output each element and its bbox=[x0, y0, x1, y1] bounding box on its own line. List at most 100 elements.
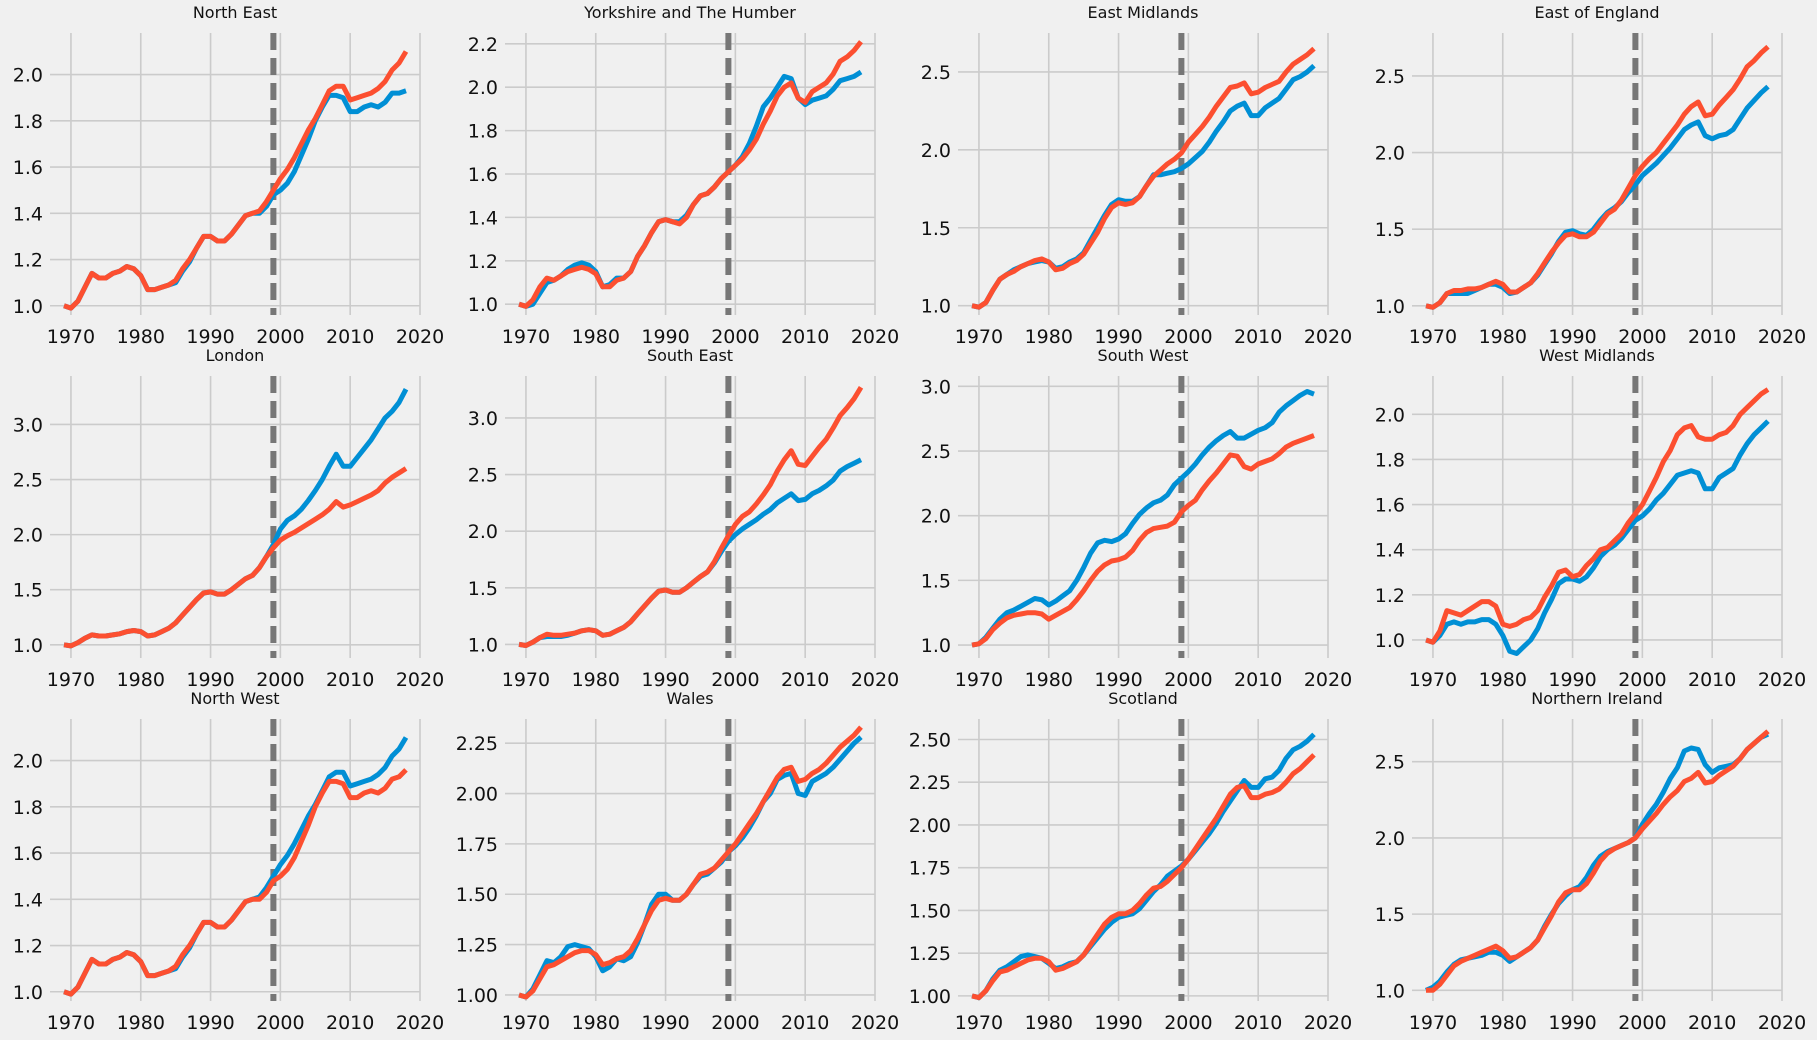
x-tick-label: 2010 bbox=[1234, 326, 1282, 348]
y-tick-label: 1.8 bbox=[13, 111, 43, 133]
x-tick-label: 1980 bbox=[1479, 326, 1527, 348]
y-tick-label: 1.25 bbox=[456, 935, 498, 957]
y-tick-label: 1.8 bbox=[1375, 449, 1405, 471]
x-tick-label: 1980 bbox=[1479, 669, 1527, 691]
x-tick-label: 2020 bbox=[851, 1012, 899, 1034]
y-tick-label: 2.0 bbox=[1375, 404, 1405, 426]
x-tick-label: 1980 bbox=[1025, 669, 1073, 691]
subplot-title: Wales bbox=[666, 689, 713, 708]
x-tick-label: 2020 bbox=[851, 326, 899, 348]
y-tick-label: 2.50 bbox=[909, 730, 951, 752]
y-tick-label: 1.4 bbox=[13, 203, 43, 225]
x-tick-label: 2000 bbox=[1164, 326, 1212, 348]
x-tick-label: 2000 bbox=[1618, 1012, 1666, 1034]
x-tick-label: 2020 bbox=[851, 669, 899, 691]
subplot-title: South East bbox=[647, 346, 733, 365]
series-line-blue bbox=[971, 389, 1315, 648]
y-tick-label: 1.2 bbox=[468, 251, 498, 273]
subplot-title: East of England bbox=[1534, 3, 1659, 22]
y-tick-label: 1.0 bbox=[13, 296, 43, 318]
y-tick-label: 2.0 bbox=[921, 140, 951, 162]
x-tick-label: 2020 bbox=[1304, 1012, 1352, 1034]
subplot-title: West Midlands bbox=[1539, 346, 1655, 365]
y-tick-label: 1.4 bbox=[468, 207, 498, 229]
subplot-12: Northern Ireland 1.0 1.5 2.0 2.5 1970 1980 1990… bbox=[1375, 689, 1806, 1034]
x-tick-label: 2010 bbox=[781, 669, 829, 691]
x-tick-label: 1990 bbox=[1094, 669, 1142, 691]
y-tick-label: 2.5 bbox=[921, 62, 951, 84]
x-tick-label: 1970 bbox=[502, 326, 550, 348]
x-tick-label: 2000 bbox=[1618, 669, 1666, 691]
series-line-blue bbox=[63, 388, 409, 649]
x-tick-label: 1980 bbox=[117, 1012, 165, 1034]
y-tick-label: 1.0 bbox=[468, 634, 498, 656]
x-tick-label: 1980 bbox=[1025, 1012, 1073, 1034]
y-tick-label: 2.5 bbox=[13, 470, 43, 492]
x-tick-label: 1990 bbox=[1094, 326, 1142, 348]
x-tick-label: 2010 bbox=[1234, 669, 1282, 691]
x-tick-label: 2000 bbox=[256, 326, 304, 348]
y-tick-label: 1.0 bbox=[1375, 630, 1405, 652]
x-tick-label: 2010 bbox=[326, 326, 374, 348]
y-tick-label: 2.25 bbox=[909, 772, 951, 794]
x-tick-label: 2000 bbox=[711, 1012, 759, 1034]
y-tick-label: 1.5 bbox=[921, 570, 951, 592]
y-tick-label: 1.00 bbox=[909, 986, 951, 1008]
y-tick-label: 2.25 bbox=[456, 733, 498, 755]
y-tick-label: 1.0 bbox=[1375, 980, 1405, 1002]
y-tick-label: 2.00 bbox=[909, 815, 951, 837]
series-line-blue bbox=[63, 88, 407, 311]
subplot-title: Northern Ireland bbox=[1531, 689, 1662, 708]
x-tick-label: 1970 bbox=[47, 326, 95, 348]
y-tick-label: 1.0 bbox=[13, 982, 43, 1004]
y-tick-label: 1.5 bbox=[468, 578, 498, 600]
series-line-blue bbox=[1425, 419, 1770, 656]
x-tick-label: 1980 bbox=[117, 326, 165, 348]
y-tick-label: 1.75 bbox=[456, 834, 498, 856]
y-tick-label: 2.5 bbox=[468, 465, 498, 487]
subplot-5: London 1.0 1.5 2.0 2.5 3.0 1970 1980 1990 2000 201… bbox=[13, 346, 444, 691]
y-tick-label: 2.5 bbox=[921, 441, 951, 463]
x-tick-label: 1990 bbox=[1094, 1012, 1142, 1034]
y-tick-label: 1.4 bbox=[13, 889, 43, 911]
x-tick-label: 2010 bbox=[781, 326, 829, 348]
x-tick-label: 2020 bbox=[396, 669, 444, 691]
x-tick-label: 1990 bbox=[641, 1012, 689, 1034]
series-line-red bbox=[971, 46, 1316, 310]
y-tick-label: 2.0 bbox=[1375, 143, 1405, 165]
subplot-title: Scotland bbox=[1108, 689, 1178, 708]
x-tick-label: 1990 bbox=[1548, 1012, 1596, 1034]
y-tick-label: 1.0 bbox=[921, 296, 951, 318]
y-tick-label: 1.8 bbox=[13, 797, 43, 819]
y-tick-label: 1.5 bbox=[1375, 219, 1405, 241]
x-tick-label: 1980 bbox=[572, 326, 620, 348]
x-tick-label: 2020 bbox=[1304, 326, 1352, 348]
x-tick-label: 2010 bbox=[1688, 669, 1736, 691]
y-tick-label: 2.5 bbox=[1375, 752, 1405, 774]
x-tick-label: 2000 bbox=[711, 669, 759, 691]
x-tick-label: 2000 bbox=[1618, 326, 1666, 348]
subplot-11: Scotland 1.00 1.25 1.50 1.75 2.00 2.25 2.50 1970… bbox=[909, 689, 1352, 1034]
x-tick-label: 2020 bbox=[396, 326, 444, 348]
y-tick-label: 1.4 bbox=[1375, 540, 1405, 562]
x-tick-label: 2000 bbox=[256, 1012, 304, 1034]
x-tick-label: 2010 bbox=[326, 669, 374, 691]
x-tick-label: 1970 bbox=[1409, 1012, 1457, 1034]
subplot-1: North East 1.0 1.2 1.4 1.6 1.8 2.0 1970 1980 1990… bbox=[13, 3, 444, 348]
x-tick-label: 2020 bbox=[396, 1012, 444, 1034]
series-line-red bbox=[1425, 387, 1770, 645]
y-tick-label: 2.0 bbox=[1375, 828, 1405, 850]
y-tick-label: 2.0 bbox=[468, 521, 498, 543]
x-tick-label: 1970 bbox=[955, 326, 1003, 348]
x-tick-label: 1980 bbox=[1479, 1012, 1527, 1034]
y-tick-label: 1.8 bbox=[468, 121, 498, 143]
subplot-title: Yorkshire and The Humber bbox=[583, 3, 796, 22]
x-tick-label: 1970 bbox=[955, 1012, 1003, 1034]
x-tick-label: 1970 bbox=[47, 1012, 95, 1034]
y-tick-label: 2.2 bbox=[468, 34, 498, 56]
y-tick-label: 3.0 bbox=[468, 408, 498, 430]
series-line-red bbox=[518, 386, 864, 648]
y-tick-label: 1.6 bbox=[13, 843, 43, 865]
